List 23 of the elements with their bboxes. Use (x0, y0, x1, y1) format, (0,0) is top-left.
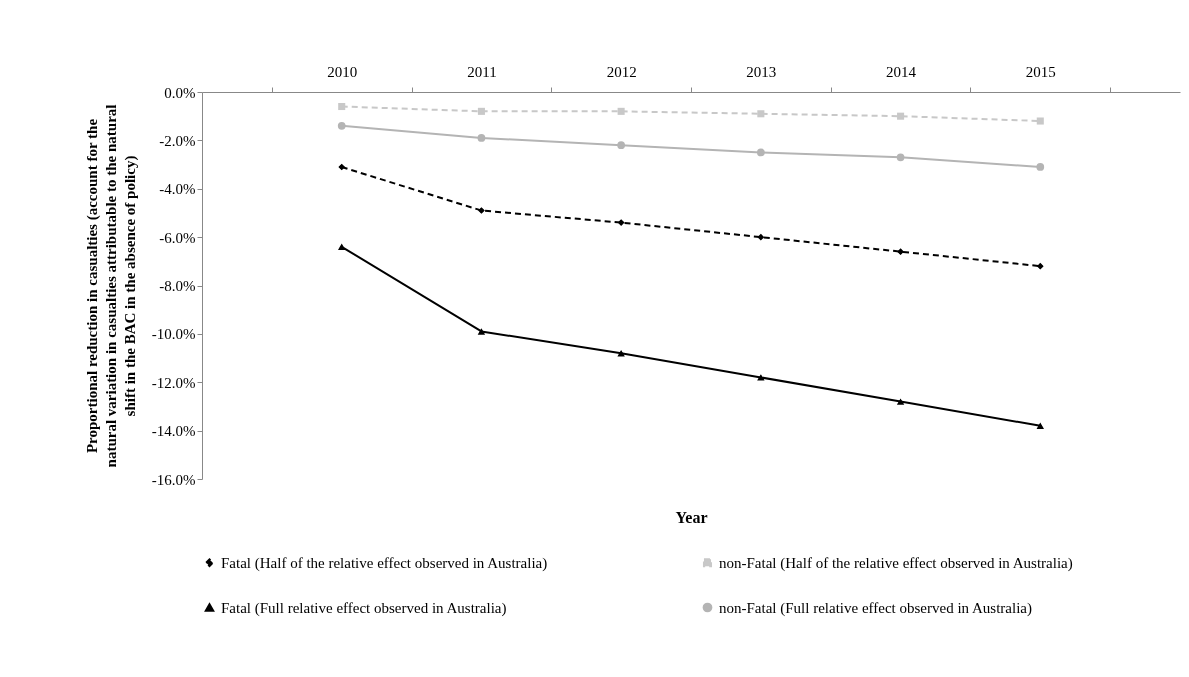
y-tick-label: -14.0% (151, 423, 196, 440)
y-axis-title: Proportional reduction in casualties (account for the natural variation in casualties attributable to the natural shift in the BAC in the absence of policy) (83, 104, 139, 468)
x-axis-title: Year (675, 508, 708, 526)
y-tick-label: -8.0% (159, 278, 196, 294)
legend-label: Fatal (Full relative effect observed in Australia) (221, 599, 507, 617)
x-tick-label: 2014 (886, 63, 917, 80)
y-tick-label: -4.0% (159, 181, 196, 198)
y-tick-label: 0.0% (164, 84, 196, 101)
x-tick-label: 2011 (467, 63, 497, 80)
x-tick-label: 2010 (327, 63, 358, 80)
x-tick-label: 2015 (1025, 63, 1056, 80)
y-tick-label: -10.0% (151, 326, 196, 343)
legend-label: non-Fatal (Full relative effect observed in Australia) (719, 599, 1032, 617)
y-tick-label: -2.0% (159, 132, 196, 149)
point (897, 248, 904, 255)
point (478, 207, 485, 214)
legend-label: Fatal (Half of the relative effect observed in Australia) (221, 554, 548, 572)
y-tick-label: -16.0% (151, 471, 196, 488)
x-tick-label: 2013 (746, 63, 777, 80)
x-tick-label: 2012 (606, 63, 637, 80)
legend-label: non-Fatal (Half of the relative effect observed in Australia) (719, 554, 1073, 572)
y-tick-label: -12.0% (151, 374, 196, 391)
y-tick-label: -6.0% (159, 229, 196, 246)
